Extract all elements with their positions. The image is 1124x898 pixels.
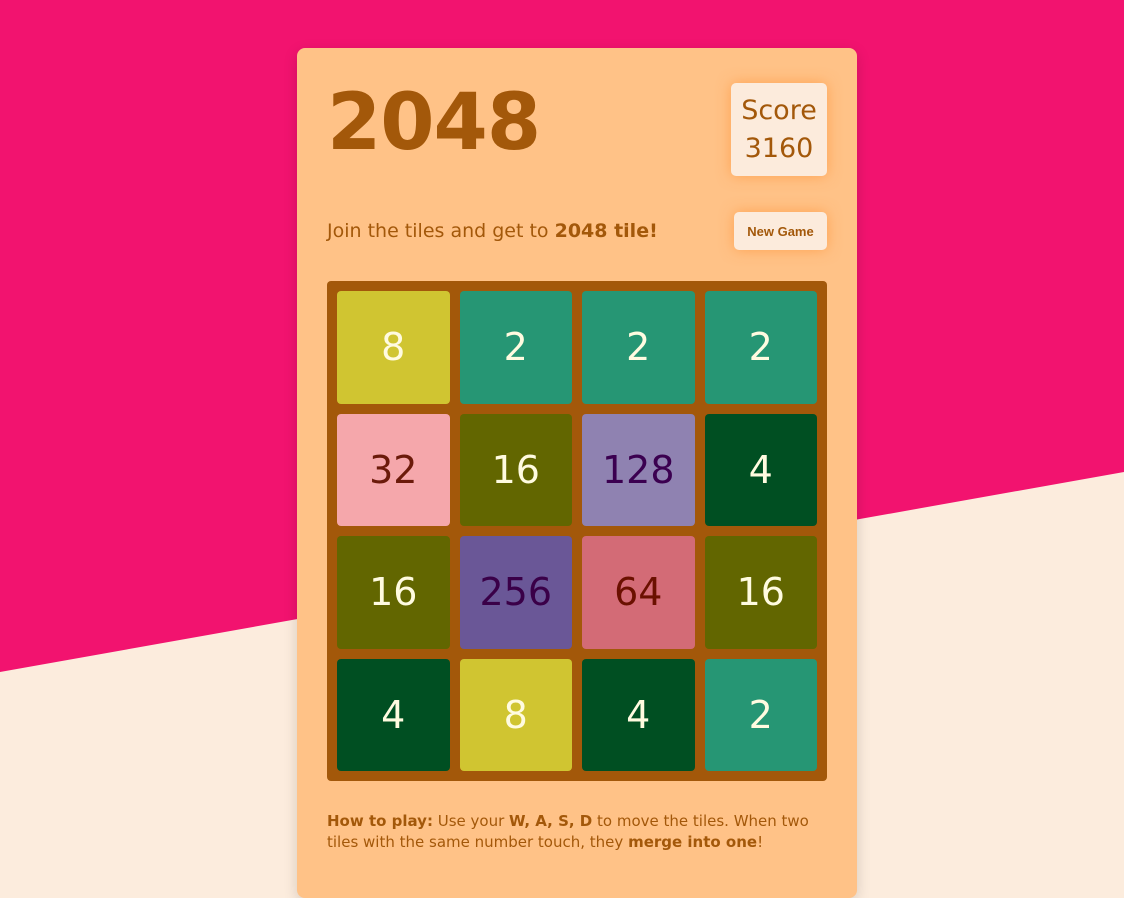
- intro-text: Join the tiles and get to 2048 tile!: [327, 220, 658, 242]
- tile-16: 16: [704, 536, 817, 649]
- how-to-merge: merge into one: [628, 833, 758, 851]
- how-to-keys: W, A, S, D: [509, 812, 593, 830]
- score-label: Score: [741, 95, 817, 126]
- game-board: 8 2 2 2 32 16 128 4 16 256 64 16 4 8 4 2: [327, 281, 827, 781]
- how-to-text: Use your: [432, 812, 510, 830]
- how-to-text: to move the tiles. When two tiles with t…: [327, 812, 809, 851]
- how-to-label: How to play:: [327, 812, 433, 830]
- tile-256: 256: [459, 536, 572, 649]
- game-title: 2048: [327, 78, 541, 168]
- tile-2: 2: [459, 291, 572, 404]
- tile-64: 64: [582, 536, 695, 649]
- tile-32: 32: [337, 413, 450, 526]
- new-game-button[interactable]: New Game: [734, 212, 827, 250]
- tile-2: 2: [704, 658, 817, 771]
- tile-4: 4: [337, 658, 450, 771]
- tile-128: 128: [582, 413, 695, 526]
- tile-16: 16: [459, 413, 572, 526]
- tile-2: 2: [582, 291, 695, 404]
- score-value: 3160: [744, 133, 814, 164]
- how-to-play: How to play: Use your W, A, S, D to move…: [327, 811, 827, 853]
- tile-4: 4: [704, 413, 817, 526]
- how-to-text: !: [757, 833, 764, 851]
- score-box: Score 3160: [731, 83, 827, 176]
- tile-16: 16: [337, 536, 450, 649]
- tile-8: 8: [459, 658, 572, 771]
- game-card: 2048 Score 3160 Join the tiles and get t…: [297, 48, 857, 898]
- intro-plain: Join the tiles and get to: [327, 220, 555, 242]
- tile-4: 4: [582, 658, 695, 771]
- intro-bold: 2048 tile!: [554, 220, 658, 242]
- tile-8: 8: [337, 291, 450, 404]
- tile-2: 2: [704, 291, 817, 404]
